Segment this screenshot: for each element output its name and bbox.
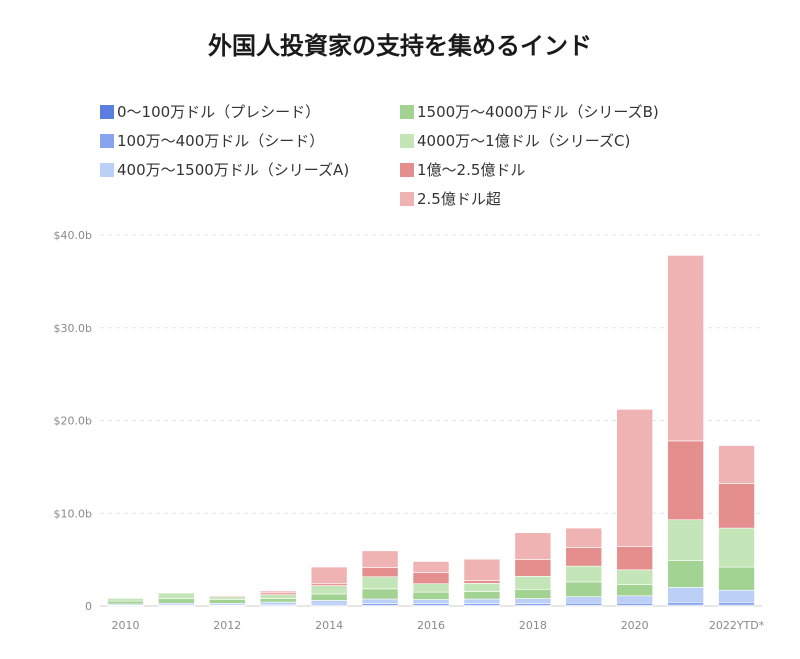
bar-segment <box>412 599 450 604</box>
y-tick-label: 0 <box>85 600 92 613</box>
bar-segment <box>667 255 704 442</box>
legend-item: 100万〜400万ドル（シード） <box>100 129 324 153</box>
legend-label: 4000万〜1億ドル（シリーズC) <box>417 132 631 150</box>
x-tick-label: 2022YTD* <box>709 619 765 632</box>
bar-segment <box>565 596 603 604</box>
legend-item: 2.5億ドル超 <box>400 187 501 211</box>
bar-segment <box>209 596 246 600</box>
bar-segment <box>667 601 704 606</box>
bar-segment <box>259 590 297 594</box>
x-tick-label: 2012 <box>213 619 241 632</box>
bar-segment <box>209 595 246 598</box>
bar-segment <box>667 560 704 588</box>
legend-label: 1億〜2.5億ドル <box>417 161 526 179</box>
bar-segment <box>718 601 755 606</box>
bar-segment <box>616 409 653 547</box>
legend-item: 1億〜2.5億ドル <box>400 158 525 182</box>
bar-segment <box>361 598 399 604</box>
legend-swatch <box>400 134 414 148</box>
x-tick-label: 2018 <box>519 619 547 632</box>
bar-segment <box>361 567 399 578</box>
y-tick-label: $40.0b <box>54 229 92 242</box>
bar-segment <box>514 532 552 560</box>
bar-segment <box>667 587 704 603</box>
bar-segment <box>412 561 450 573</box>
bar-segment <box>107 598 144 602</box>
x-tick-label: 2014 <box>315 619 343 632</box>
legend-swatch <box>100 105 114 119</box>
bar-segment <box>310 566 348 585</box>
y-tick-label: $30.0b <box>54 322 92 335</box>
bar-segment <box>514 598 552 604</box>
chart-title: 外国人投資家の支持を集めるインド <box>208 32 592 60</box>
bar-segment <box>463 558 501 581</box>
y-tick-label: $20.0b <box>54 415 92 428</box>
bar-segment <box>565 547 603 567</box>
bar-segment <box>463 582 501 592</box>
legend-swatch <box>400 163 414 177</box>
bar-segment <box>310 593 348 601</box>
bar-segment <box>667 519 704 561</box>
bar-segment <box>616 584 653 597</box>
bar-segment <box>463 580 501 584</box>
legend-swatch <box>400 192 414 206</box>
bar-segment <box>565 602 603 606</box>
bar-segment <box>718 445 755 484</box>
bar-segment <box>718 566 755 591</box>
bar-segment <box>310 600 348 605</box>
legend-item: 0〜100万ドル（プレシード） <box>100 100 320 124</box>
legend-swatch <box>100 163 114 177</box>
bar-segment <box>718 589 755 603</box>
bar-segment <box>718 527 755 568</box>
bar-segment <box>361 588 399 600</box>
bar-segment <box>463 598 501 604</box>
bar-segment <box>259 598 297 603</box>
x-tick-label: 2020 <box>621 619 649 632</box>
bar-segment <box>565 581 603 598</box>
legend-label: 2.5億ドル超 <box>417 190 501 208</box>
legend-label: 400万〜1500万ドル（シリーズA) <box>117 161 350 179</box>
legend-swatch <box>100 134 114 148</box>
y-tick-label: $10.0b <box>54 507 92 520</box>
bar-segment <box>616 595 653 604</box>
bar-segment <box>107 600 144 605</box>
legend-label: 0〜100万ドル（プレシード） <box>117 103 321 121</box>
bar-segment <box>158 598 195 604</box>
bar-segment <box>514 576 552 590</box>
bar-segment <box>616 569 653 585</box>
bar-segment <box>718 483 755 529</box>
bar-segment <box>412 591 450 600</box>
legend-item: 4000万〜1億ドル（シリーズC) <box>400 129 630 153</box>
bar-segment <box>565 527 603 548</box>
legend-item: 1500万〜4000万ドル（シリーズB) <box>400 100 659 124</box>
bar-segment <box>259 594 297 599</box>
bar-segment <box>667 440 704 521</box>
bar-segment <box>616 602 653 606</box>
bar-segment <box>463 591 501 600</box>
x-tick-label: 2016 <box>417 619 445 632</box>
bar-segment <box>209 599 246 604</box>
bar-segment <box>158 592 195 599</box>
bar-segment <box>361 550 399 568</box>
bar-segment <box>259 601 297 606</box>
legend-item: 400万〜1500万ドル（シリーズA) <box>100 158 349 182</box>
bar-segment <box>310 585 348 595</box>
bar-segment <box>412 583 450 593</box>
legend-label: 1500万〜4000万ドル（シリーズB) <box>417 103 659 121</box>
bar-segment <box>565 565 603 583</box>
bar-segment <box>514 559 552 577</box>
x-tick-label: 2010 <box>111 619 139 632</box>
legend-label: 100万〜400万ドル（シード） <box>117 132 325 150</box>
bar-segment <box>514 589 552 599</box>
bar-segment <box>616 546 653 571</box>
legend-swatch <box>400 105 414 119</box>
bar-segment <box>361 576 399 590</box>
bar-segment <box>412 572 450 585</box>
